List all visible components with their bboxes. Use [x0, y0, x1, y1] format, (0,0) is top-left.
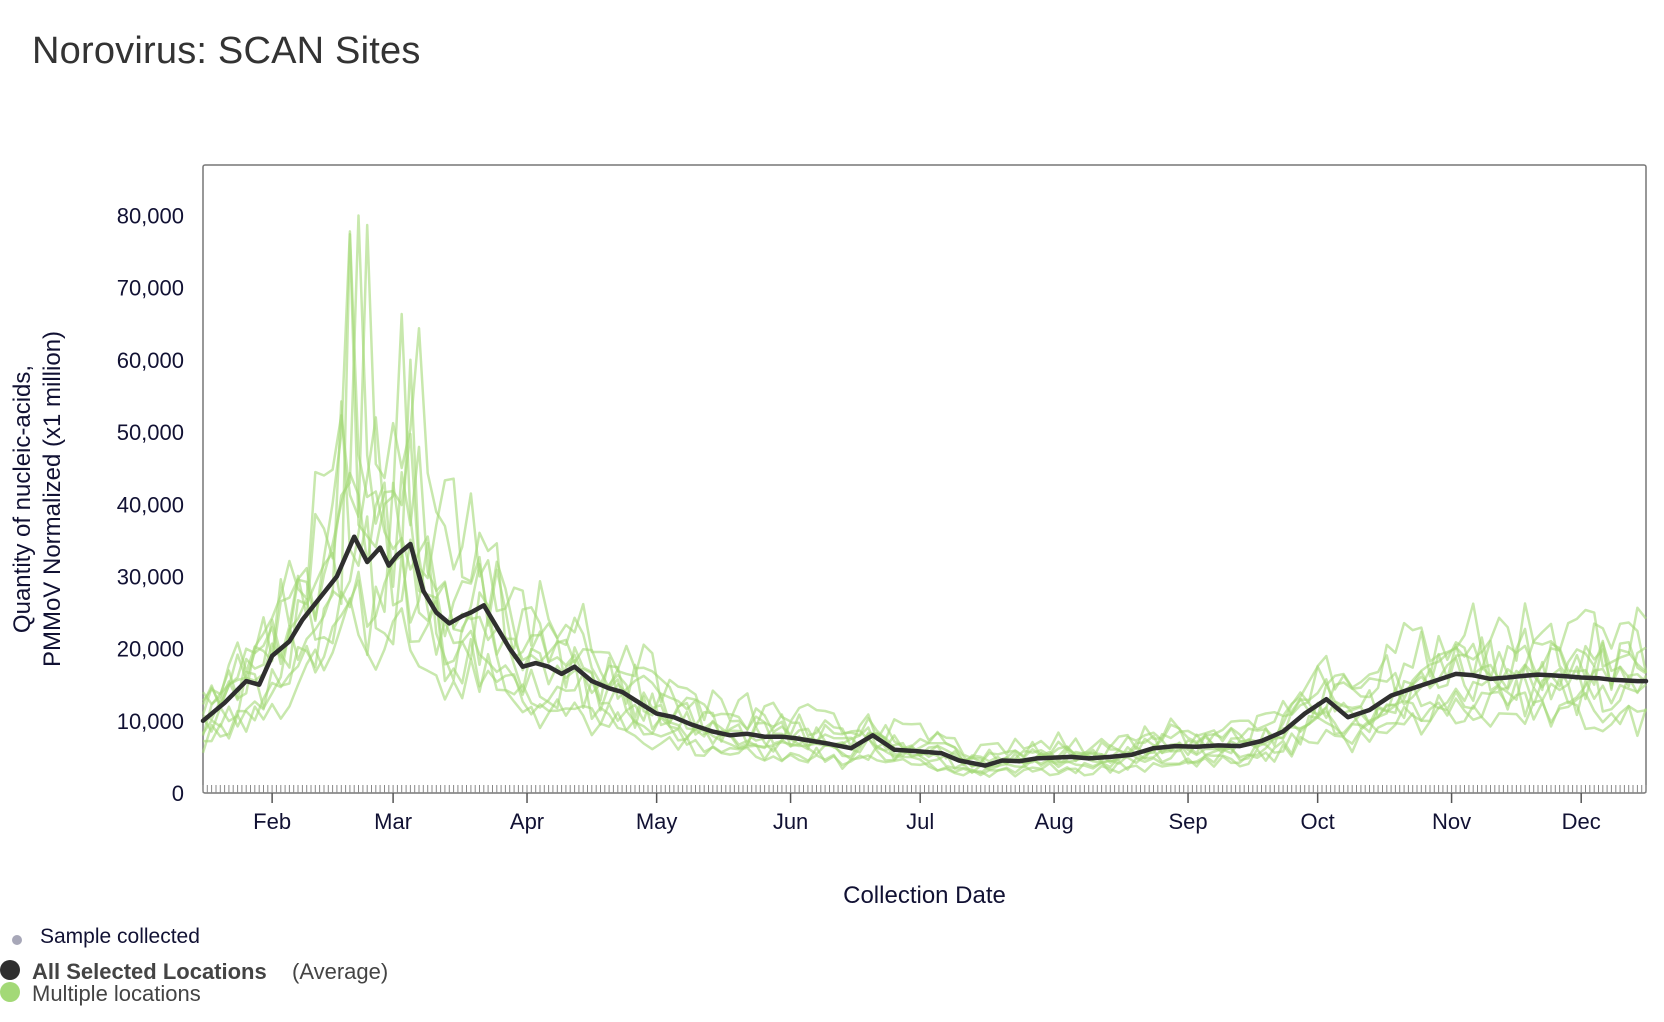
plot-border	[202, 164, 1647, 794]
x-axis-label: Collection Date	[843, 882, 1006, 909]
location-line	[203, 597, 1648, 778]
sample-dot-icon	[12, 935, 22, 945]
x-tick-label: Jul	[906, 809, 934, 834]
x-tick-label: Apr	[510, 809, 544, 834]
legend-sample-collected[interactable]: Sample collected	[0, 925, 400, 955]
x-tick-label: Sep	[1168, 809, 1207, 834]
location-line	[201, 223, 1647, 760]
x-tick-label: Dec	[1562, 809, 1601, 834]
chart-title: Norovirus: SCAN Sites	[32, 30, 421, 72]
y-tick-label: 40,000	[117, 492, 184, 517]
x-tick-label: May	[636, 809, 678, 834]
y-axis-label-line2: PMMoV Normalized (x1 million)	[39, 331, 66, 667]
y-tick-label: 10,000	[117, 709, 184, 734]
location-line	[201, 214, 1648, 764]
locations-dot-icon	[0, 982, 20, 1002]
x-minor-ticks	[202, 785, 1647, 793]
y-tick-label: 0	[172, 781, 184, 806]
legend-multiple-locations[interactable]: Multiple locations	[0, 980, 500, 1010]
legend-locations-label: Multiple locations	[32, 981, 201, 1006]
y-tick-label: 50,000	[117, 420, 184, 445]
legend-average[interactable]: All Selected Locations (Average)	[0, 958, 500, 988]
y-axis-label-line1: Quantity of nucleic-acids,	[9, 365, 36, 633]
x-tick-label: Feb	[253, 809, 291, 834]
x-tick-label: Nov	[1432, 809, 1471, 834]
y-tick-label: 80,000	[117, 204, 184, 229]
location-line	[201, 230, 1647, 768]
legend-sample-label: Sample collected	[40, 925, 200, 948]
legend-average-suffix: (Average)	[292, 959, 389, 984]
legend-average-label: All Selected Locations	[32, 959, 267, 984]
y-tick-label: 20,000	[117, 637, 184, 662]
y-tick-label: 70,000	[117, 276, 184, 301]
plot-frame	[202, 164, 1647, 794]
x-tick-label: Oct	[1301, 809, 1335, 834]
y-tick-label: 60,000	[117, 348, 184, 373]
x-tick-label: Mar	[374, 809, 412, 834]
x-tick-label: Aug	[1035, 809, 1074, 834]
y-tick-label: 30,000	[117, 564, 184, 589]
average-line[interactable]	[200, 534, 1649, 768]
location-line	[201, 416, 1648, 771]
average-dot-icon	[0, 960, 20, 980]
legend: Sample collected All Selected Locations …	[0, 925, 600, 1015]
x-tick-label: Jun	[773, 809, 808, 834]
average-series	[200, 534, 1649, 768]
location-series	[201, 214, 1648, 778]
x-axis: Feb Mar Apr May Jun Jul Aug Sep Oct Nov Dec	[202, 785, 1647, 834]
y-axis: 0 10,000 20,000 30,000 40,000 50,000 60,000 70,…	[117, 204, 184, 806]
